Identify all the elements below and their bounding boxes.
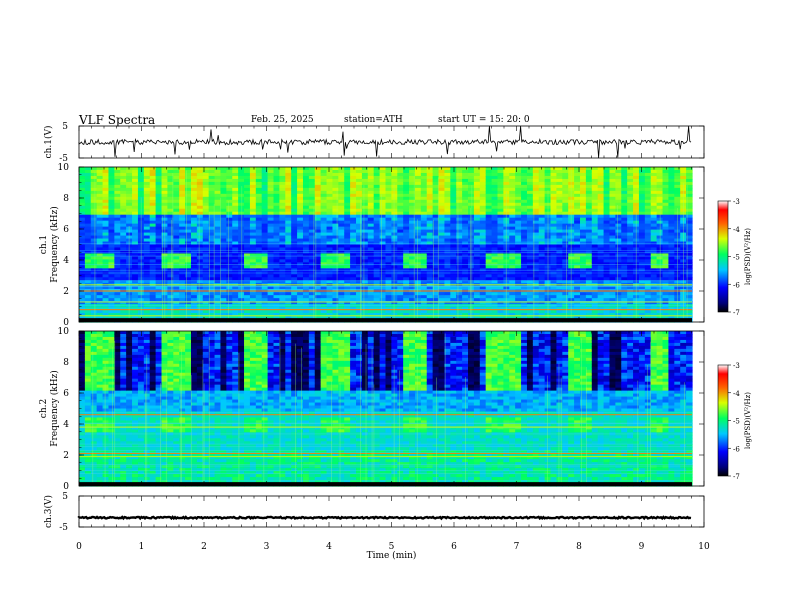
x-tick-label-8: 8 [576, 542, 582, 552]
ch2-colorbar [717, 364, 729, 477]
ch1-baseline-band [79, 318, 692, 322]
ch2-freq-tick-label: 6 [63, 389, 69, 399]
ch2-vertical-streaks [92, 333, 685, 486]
x-tick-label-5: 5 [389, 542, 395, 552]
ch2-baseline-band [79, 482, 692, 486]
ch3-y-tick-label: 5 [62, 492, 68, 502]
ch2-spectral-lines [79, 412, 692, 482]
figure-title: VLF Spectra [79, 113, 155, 127]
ch1-freq-tick-label: 4 [63, 256, 69, 266]
ch1-colorbar-tick-label: -5 [733, 254, 740, 262]
ch2-freq-tick-label: 0 [63, 482, 69, 492]
axis-label-line: ch.2 [39, 399, 49, 418]
ch1-freq-tick-label: 0 [63, 318, 69, 328]
ch3-y-tick-label: -5 [59, 523, 68, 533]
axis-label-line: Frequency (kHz) [49, 206, 60, 283]
ch3-y-axis-label: ch.3(V) [43, 495, 54, 528]
x-tick-label-0: 0 [76, 542, 82, 552]
x-tick-label-7: 7 [514, 542, 520, 552]
ch2-freq-axis-label: ch.2Frequency (kHz) [39, 370, 60, 447]
ch1-colorbar-tick-label: -3 [733, 198, 740, 206]
ch1-colorbar-tick-label: -6 [733, 281, 740, 289]
ch2-colorbar-tick-label: -6 [733, 445, 740, 453]
start-time-label: start UT = 15: 20: 0 [438, 115, 530, 125]
ch1-y-tick-label: -5 [59, 154, 68, 164]
ch1-freq-tick-label: 6 [63, 225, 69, 235]
ch1-colorbar-tick-label: -4 [733, 226, 740, 234]
x-tick-label-6: 6 [451, 542, 457, 552]
ch1-spectrogram-image [79, 167, 693, 323]
x-tick-label-2: 2 [201, 542, 207, 552]
ch2-colorbar-tick-label: -3 [733, 362, 740, 370]
station-label: station=ATH [344, 115, 403, 125]
ch1-freq-tick-label: 10 [58, 163, 70, 173]
ch2-colorbar-tick-label: -7 [733, 473, 740, 481]
ch2-colorbar-tick-label: -4 [733, 390, 740, 398]
ch2-freq-tick-label: 8 [63, 358, 69, 368]
ch1-freq-tick-label: 2 [63, 287, 69, 297]
ch2-freq-tick-label: 2 [63, 451, 69, 461]
x-tick-label-3: 3 [264, 542, 270, 552]
ch1-colorbar-tick-label: -7 [733, 309, 740, 317]
ch1-waveform-line [78, 125, 692, 159]
axis-label-line: ch.1 [39, 235, 49, 254]
ch2-freq-tick-label: 10 [58, 327, 70, 337]
ch1-colorbar-label: log(PSD)(V²/Hz) [744, 228, 752, 285]
x-tick-label-9: 9 [639, 542, 645, 552]
x-tick-label-1: 1 [139, 542, 145, 552]
ch1-vertical-streaks [94, 168, 688, 322]
ch1-y-axis-label: ch.1(V) [43, 126, 54, 159]
ch2-colorbar-label: log(PSD)(V²/Hz) [744, 392, 752, 449]
ch2-freq-tick-label: 4 [63, 420, 69, 430]
ch1-spectral-lines [79, 243, 692, 317]
axis-label-line: Frequency (kHz) [49, 370, 60, 447]
ch1-freq-tick-label: 8 [63, 194, 69, 204]
ch1-y-tick-label: 5 [62, 122, 68, 132]
ch1-colorbar [717, 200, 729, 313]
ch1-freq-axis-label: ch.1Frequency (kHz) [39, 206, 60, 283]
ch2-spectrogram-image [79, 331, 693, 487]
x-tick-label-4: 4 [326, 542, 332, 552]
date-label: Feb. 25, 2025 [251, 115, 314, 125]
x-axis-label: Time (min) [367, 550, 417, 561]
ch3-waveform-line [77, 515, 692, 521]
ch2-colorbar-tick-label: -5 [733, 418, 740, 426]
x-tick-label-10: 10 [698, 542, 710, 552]
